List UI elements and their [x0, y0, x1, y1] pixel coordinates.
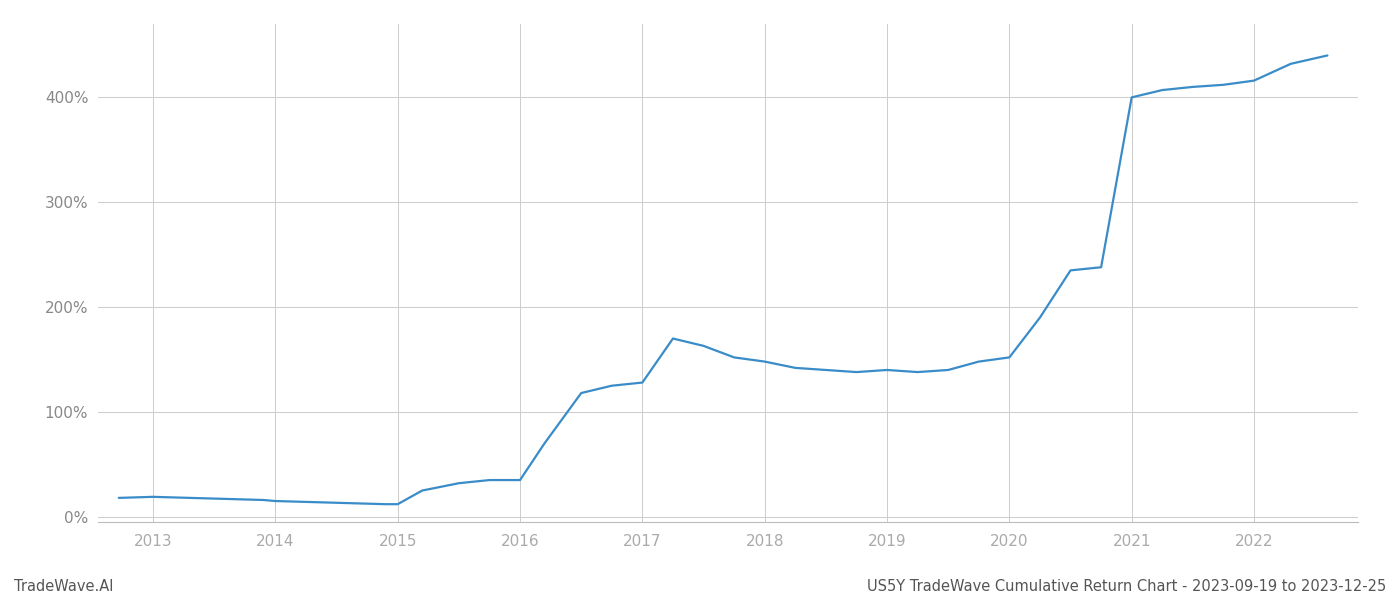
Text: US5Y TradeWave Cumulative Return Chart - 2023-09-19 to 2023-12-25: US5Y TradeWave Cumulative Return Chart -… — [867, 579, 1386, 594]
Text: TradeWave.AI: TradeWave.AI — [14, 579, 113, 594]
